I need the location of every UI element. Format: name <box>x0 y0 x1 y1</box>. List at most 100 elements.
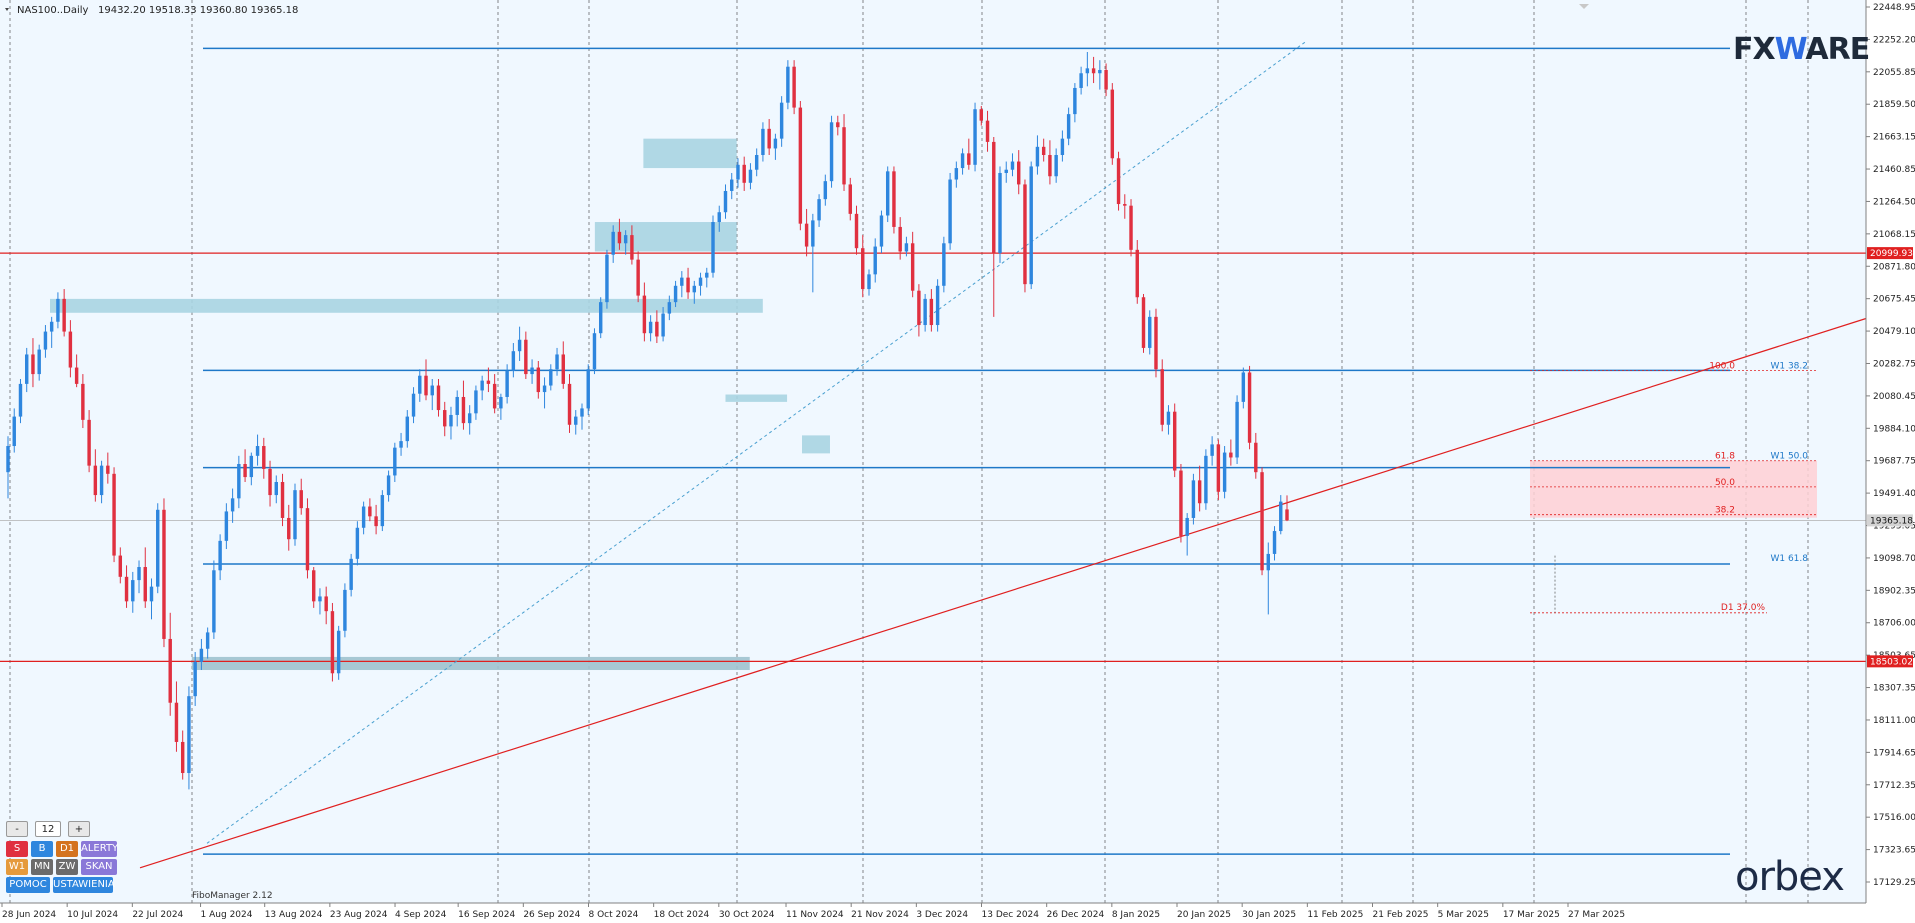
candle[interactable] <box>1073 83 1077 123</box>
candle[interactable] <box>948 172 952 250</box>
candle[interactable] <box>499 393 503 420</box>
candle[interactable] <box>443 401 447 437</box>
candle[interactable] <box>829 115 834 188</box>
candle[interactable] <box>885 166 890 223</box>
candle[interactable] <box>237 455 241 509</box>
candle[interactable] <box>736 158 740 188</box>
candle[interactable] <box>74 354 79 388</box>
panel-button-pomoc[interactable]: POMOC <box>6 877 50 893</box>
candle[interactable] <box>311 567 316 608</box>
candle[interactable] <box>31 338 35 388</box>
panel-button-b[interactable]: B <box>31 841 53 857</box>
candle[interactable] <box>1266 542 1270 615</box>
candle[interactable] <box>49 316 54 348</box>
candle[interactable] <box>336 625 341 680</box>
candle[interactable] <box>1023 179 1027 293</box>
candle[interactable] <box>1135 240 1139 304</box>
candle[interactable] <box>305 498 310 579</box>
candle[interactable] <box>218 534 222 581</box>
candle[interactable] <box>1029 161 1033 290</box>
candle[interactable] <box>230 488 235 523</box>
candle[interactable] <box>773 133 778 160</box>
candle[interactable] <box>1216 439 1221 500</box>
candle[interactable] <box>99 460 104 504</box>
candle[interactable] <box>180 730 185 780</box>
candle[interactable] <box>492 374 497 414</box>
period-minus-button[interactable]: - <box>6 821 28 837</box>
price-axis[interactable]: 22448.95 22252.20 22055.85 21859.50 21663.15… <box>1866 3 1915 888</box>
candle[interactable] <box>62 289 66 337</box>
candle[interactable] <box>12 408 16 453</box>
candle[interactable] <box>954 161 959 188</box>
candle[interactable] <box>617 218 622 250</box>
candle[interactable] <box>861 235 865 298</box>
candle[interactable] <box>892 166 896 234</box>
candle[interactable] <box>1066 107 1071 146</box>
candle[interactable] <box>1222 446 1227 499</box>
candle[interactable] <box>93 449 98 502</box>
candle[interactable] <box>1235 395 1239 465</box>
candle[interactable] <box>598 297 603 339</box>
candle[interactable] <box>929 289 934 332</box>
candle[interactable] <box>1085 51 1090 87</box>
candle[interactable] <box>655 310 659 344</box>
candle[interactable] <box>355 521 360 566</box>
collapse-triangle-icon[interactable] <box>5 8 9 11</box>
candle[interactable] <box>405 410 410 448</box>
candle[interactable] <box>1035 135 1040 175</box>
candle[interactable] <box>324 586 328 625</box>
candle[interactable] <box>979 105 984 126</box>
candle[interactable] <box>1172 403 1177 478</box>
candle[interactable] <box>967 138 971 170</box>
candle[interactable] <box>867 269 871 296</box>
candle[interactable] <box>517 326 522 362</box>
candle[interactable] <box>1048 140 1052 185</box>
candle[interactable] <box>486 367 491 393</box>
candle[interactable] <box>698 272 703 296</box>
candle[interactable] <box>274 475 278 504</box>
period-field[interactable]: 12 <box>35 821 61 837</box>
candle[interactable] <box>973 102 977 172</box>
candle[interactable] <box>904 236 909 257</box>
candle[interactable] <box>467 405 472 435</box>
candle[interactable] <box>1204 449 1208 510</box>
candle[interactable] <box>524 331 528 379</box>
candle[interactable] <box>817 194 821 227</box>
candle[interactable] <box>106 452 110 484</box>
candle[interactable] <box>343 583 347 638</box>
candle[interactable] <box>149 578 154 620</box>
candle[interactable] <box>1254 432 1258 479</box>
candle[interactable] <box>380 490 385 532</box>
candle[interactable] <box>6 436 10 499</box>
candle[interactable] <box>611 225 615 263</box>
candle[interactable] <box>779 96 784 147</box>
candle[interactable] <box>1185 513 1189 556</box>
candle[interactable] <box>792 60 796 115</box>
candle[interactable] <box>873 238 877 283</box>
candle[interactable] <box>717 205 721 232</box>
candle[interactable] <box>368 498 372 522</box>
candle[interactable] <box>692 280 697 304</box>
candle[interactable] <box>1091 56 1096 84</box>
candle[interactable] <box>898 217 902 260</box>
candle[interactable] <box>1116 151 1121 211</box>
candle[interactable] <box>162 498 166 648</box>
candle[interactable] <box>505 364 509 404</box>
candle[interactable] <box>1247 365 1252 450</box>
candle[interactable] <box>224 503 229 550</box>
candle[interactable] <box>711 215 715 278</box>
candle[interactable] <box>686 267 690 299</box>
candle[interactable] <box>804 208 809 257</box>
candle[interactable] <box>530 359 534 384</box>
candle[interactable] <box>37 344 41 381</box>
candle[interactable] <box>81 374 85 429</box>
candle[interactable] <box>879 210 884 254</box>
candle[interactable] <box>249 452 254 486</box>
candle[interactable] <box>424 359 428 401</box>
candle[interactable] <box>636 251 640 303</box>
candle[interactable] <box>418 369 422 402</box>
candle[interactable] <box>592 328 597 375</box>
candle[interactable] <box>268 460 272 507</box>
candle[interactable] <box>723 184 728 219</box>
candle[interactable] <box>642 282 647 342</box>
